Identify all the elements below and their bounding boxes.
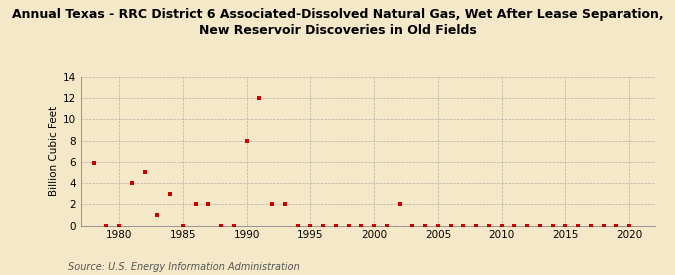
- Point: [292, 223, 303, 228]
- Point: [152, 213, 163, 217]
- Point: [229, 223, 240, 228]
- Point: [165, 191, 176, 196]
- Point: [331, 223, 342, 228]
- Point: [203, 202, 214, 207]
- Point: [369, 223, 379, 228]
- Point: [433, 223, 443, 228]
- Point: [483, 223, 494, 228]
- Point: [305, 223, 316, 228]
- Point: [88, 161, 99, 165]
- Point: [254, 96, 265, 100]
- Point: [356, 223, 367, 228]
- Point: [598, 223, 609, 228]
- Point: [279, 202, 290, 207]
- Point: [586, 223, 597, 228]
- Point: [216, 223, 227, 228]
- Text: Source: U.S. Energy Information Administration: Source: U.S. Energy Information Administ…: [68, 262, 299, 271]
- Point: [560, 223, 571, 228]
- Point: [420, 223, 431, 228]
- Y-axis label: Billion Cubic Feet: Billion Cubic Feet: [49, 106, 59, 196]
- Point: [573, 223, 584, 228]
- Point: [471, 223, 482, 228]
- Point: [496, 223, 507, 228]
- Point: [381, 223, 392, 228]
- Point: [407, 223, 418, 228]
- Point: [522, 223, 533, 228]
- Point: [101, 223, 112, 228]
- Point: [114, 223, 125, 228]
- Point: [509, 223, 520, 228]
- Point: [458, 223, 469, 228]
- Point: [446, 223, 456, 228]
- Point: [190, 202, 201, 207]
- Point: [267, 202, 277, 207]
- Text: Annual Texas - RRC District 6 Associated-Dissolved Natural Gas, Wet After Lease : Annual Texas - RRC District 6 Associated…: [11, 8, 664, 37]
- Point: [547, 223, 558, 228]
- Point: [242, 138, 252, 143]
- Point: [535, 223, 545, 228]
- Point: [611, 223, 622, 228]
- Point: [318, 223, 329, 228]
- Point: [127, 181, 138, 185]
- Point: [394, 202, 405, 207]
- Point: [178, 223, 188, 228]
- Point: [139, 170, 150, 175]
- Point: [344, 223, 354, 228]
- Point: [624, 223, 634, 228]
